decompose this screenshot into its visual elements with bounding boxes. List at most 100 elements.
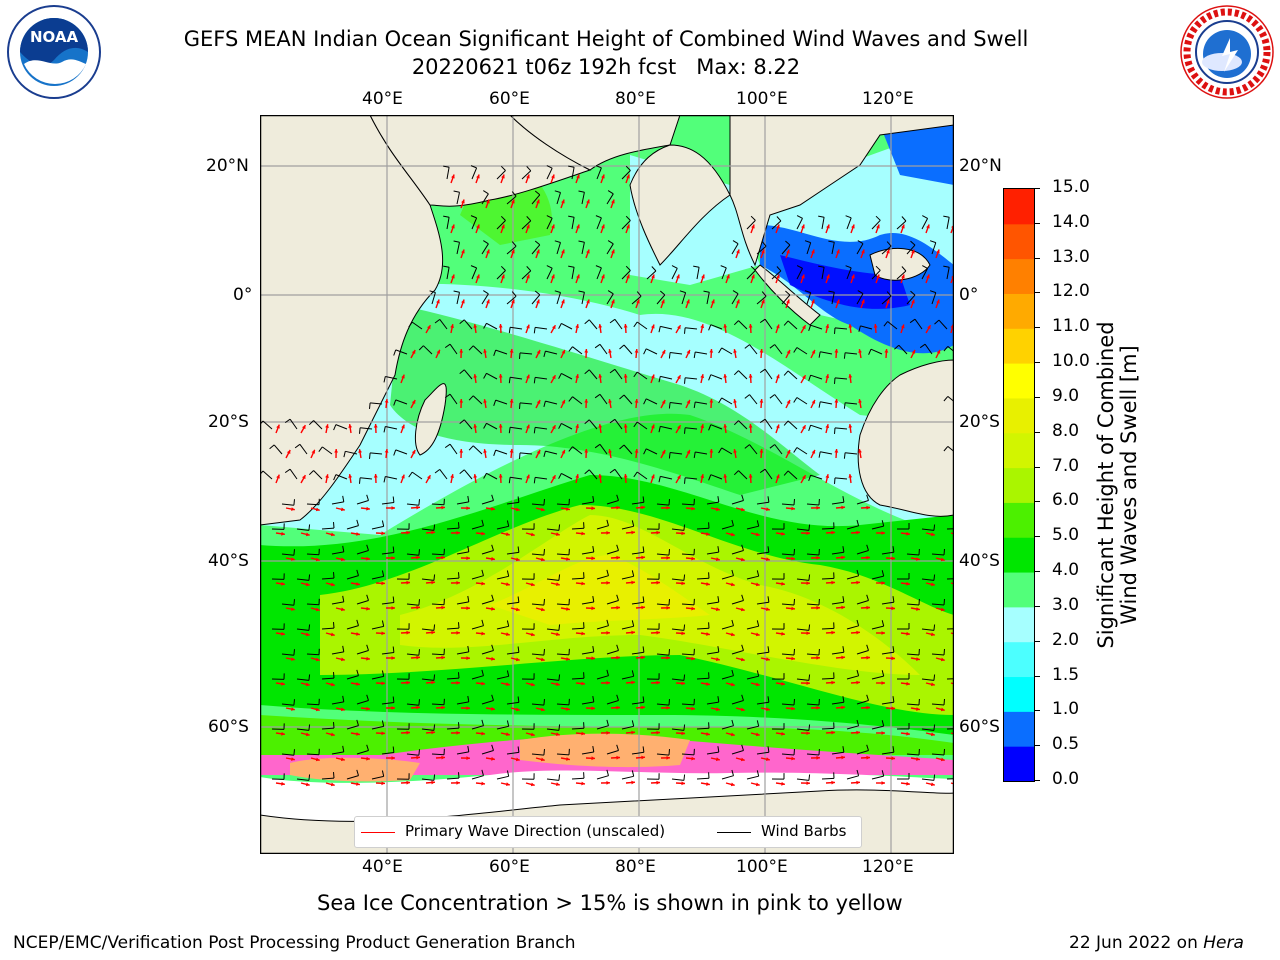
- wave-direction-arrowhead: [906, 681, 910, 686]
- wind-barb: [421, 528, 434, 531]
- wind-barb: [656, 553, 670, 556]
- wave-direction-arrowhead: [515, 557, 520, 562]
- wave-direction-arrowhead: [666, 656, 670, 660]
- wave-direction-arrowhead: [501, 174, 505, 179]
- wave-direction-arrowhead: [366, 756, 370, 761]
- wind-barb-flag: [458, 722, 460, 729]
- wind-barb-flag: [592, 496, 595, 503]
- wind-barb: [781, 603, 795, 606]
- wave-direction-arrowhead: [406, 680, 410, 685]
- wave-direction-arrowhead: [511, 199, 515, 204]
- wind-barb: [535, 326, 548, 330]
- wind-barb: [614, 319, 623, 330]
- colorbar-tick-label: 4.0: [1052, 560, 1080, 581]
- colorbar-tick-label: 11.0: [1052, 316, 1090, 337]
- wind-barb-flag: [543, 350, 546, 358]
- wave-direction-arrowhead: [881, 781, 885, 785]
- wind-barb-flag: [881, 620, 885, 627]
- wind-barb: [421, 628, 434, 631]
- wave-direction-arrowhead: [776, 474, 780, 479]
- wind-barb: [581, 192, 585, 205]
- wind-barb-flag: [843, 352, 846, 359]
- wind-barb-flag: [366, 644, 369, 651]
- wind-barb: [621, 675, 634, 680]
- wind-barb: [296, 628, 309, 631]
- wind-barb-flag: [356, 569, 359, 576]
- wave-direction-arrowhead: [651, 424, 655, 429]
- wind-barb: [581, 651, 594, 655]
- wind-barb: [331, 651, 344, 655]
- wind-barb-flag: [534, 290, 541, 296]
- wind-barb: [321, 777, 335, 780]
- wind-barb-flag: [718, 447, 723, 454]
- wind-barb: [671, 728, 684, 731]
- wave-direction-arrowhead: [656, 680, 660, 685]
- wave-direction-arrowhead: [666, 556, 670, 560]
- wind-barb: [706, 601, 719, 605]
- wind-barb: [370, 402, 383, 405]
- wave-direction-arrowhead: [330, 532, 335, 537]
- wind-barb: [588, 319, 598, 330]
- wind-barb: [296, 528, 309, 531]
- wave-direction-arrowhead: [506, 782, 510, 786]
- wind-barb-flag: [383, 476, 386, 483]
- wind-barb: [671, 628, 684, 631]
- wind-barb-flag: [651, 266, 657, 272]
- wave-direction-arrowhead: [891, 706, 895, 711]
- wind-barb: [531, 294, 541, 305]
- wave-direction-arrowhead: [506, 532, 510, 536]
- wave-direction-arrowhead: [459, 449, 464, 453]
- wind-barb-flag: [625, 215, 631, 221]
- wind-barb-flag: [533, 327, 536, 334]
- wave-direction-arrowhead: [811, 449, 816, 454]
- wind-barb: [721, 625, 734, 630]
- wave-direction-arrowhead: [631, 530, 635, 535]
- wind-barb: [881, 601, 894, 605]
- wave-direction-arrowhead: [291, 657, 295, 661]
- wind-barb-flag: [619, 394, 625, 400]
- wave-direction-arrowhead: [816, 655, 820, 660]
- wind-barb: [821, 527, 835, 530]
- wind-barb: [381, 752, 394, 755]
- wind-barb: [796, 628, 809, 631]
- wind-barb-flag: [392, 546, 395, 553]
- wind-barb-flag: [366, 744, 369, 751]
- colorbar-tick-label: 9.0: [1052, 385, 1080, 406]
- wave-direction-arrowhead: [666, 506, 670, 510]
- wind-barb: [531, 603, 544, 606]
- wave-direction-arrowhead: [916, 657, 920, 661]
- wave-direction-arrowhead: [755, 532, 760, 537]
- wind-barb-flag: [856, 569, 860, 576]
- wave-direction-arrowhead: [677, 325, 681, 330]
- wind-barb-flag: [381, 770, 385, 777]
- wave-direction-arrowhead: [526, 274, 530, 279]
- wave-direction-arrowhead: [791, 756, 795, 761]
- wind-barb-flag: [808, 674, 811, 681]
- lat-tick-right-20s: 20°S: [959, 412, 1000, 432]
- wind-barb: [731, 500, 744, 505]
- wind-barb-flag: [519, 352, 521, 359]
- wind-barb: [546, 528, 559, 531]
- wave-direction-arrowhead: [586, 199, 590, 204]
- wave-direction-arrowhead: [930, 532, 935, 537]
- wind-barb: [506, 501, 519, 505]
- wave-direction-arrowhead: [766, 557, 770, 561]
- wind-barb: [646, 270, 657, 280]
- wind-barb-flag: [418, 549, 420, 556]
- wind-barb: [471, 267, 478, 280]
- wind-barb-flag: [793, 498, 795, 506]
- wave-direction-arrowhead: [481, 731, 485, 736]
- wave-direction-arrowhead: [366, 556, 370, 561]
- wind-barb: [561, 422, 573, 430]
- wind-barb: [596, 167, 602, 180]
- wind-barb-flag: [717, 746, 720, 753]
- wind-barb-flag: [568, 346, 573, 352]
- lat-tick-left-20n: 20°N: [206, 156, 249, 176]
- wind-barb-flag: [886, 291, 892, 297]
- wave-direction-arrowhead: [598, 424, 603, 428]
- wind-barb-flag: [892, 546, 895, 553]
- wind-barb-flag: [607, 240, 614, 245]
- wind-barb-flag: [342, 545, 345, 552]
- wind-barb-flag: [642, 546, 645, 553]
- wave-direction-arrowhead: [631, 680, 635, 685]
